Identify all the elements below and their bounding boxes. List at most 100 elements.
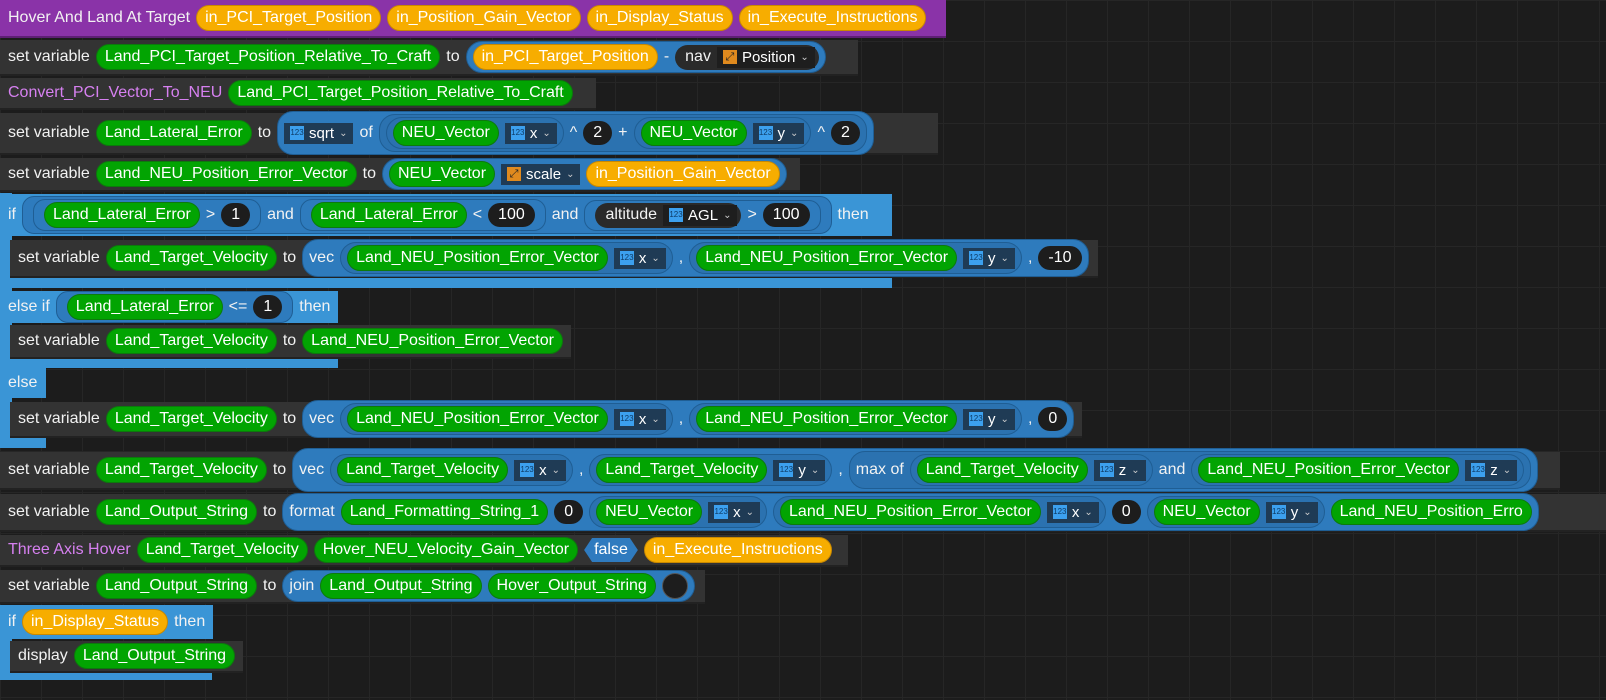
number-literal[interactable]: 100	[488, 203, 535, 227]
dropdown[interactable]: 123 x ⌄	[504, 122, 557, 144]
statement-block[interactable]: set variable Land_Lateral_Error to 123 sqrt ⌄…	[0, 111, 938, 155]
dropdown[interactable]: 123 AGL ⌄	[663, 204, 738, 226]
control-block[interactable]: if Land_Lateral_Error >1 and Land_Lateral_Er…	[0, 194, 892, 236]
number-literal[interactable]: 0	[554, 500, 584, 524]
variable-pill[interactable]: Land_Lateral_Error	[66, 294, 223, 320]
dropdown[interactable]: 123 y ⌄	[773, 459, 826, 481]
expression-block[interactable]: vec Land_NEU_Position_Error_Vector 123 x ⌄, L…	[302, 239, 1089, 277]
variable-pill[interactable]: Land_Target_Velocity	[596, 457, 768, 483]
variable-pill[interactable]: Hover_NEU_Velocity_Gain_Vector	[313, 537, 579, 563]
variable-pill[interactable]: Land_Target_Velocity	[105, 328, 277, 354]
property-block[interactable]: altitude 123 AGL ⌄	[595, 202, 742, 228]
number-literal[interactable]: -10	[1038, 246, 1082, 270]
variable-pill[interactable]: Land_NEU_Position_Error_Vector	[696, 406, 958, 432]
variable-pill[interactable]: Land_Target_Velocity	[916, 457, 1088, 483]
expression-block[interactable]: format Land_Formatting_String_1 0 NEU_Vecto…	[282, 493, 1539, 531]
control-block[interactable]: if in_Display_Status then	[0, 605, 214, 639]
expression-block[interactable]: Land_NEU_Position_Error_Vector 123 x ⌄	[340, 403, 673, 435]
condition-block[interactable]: altitude 123 AGL ⌄ >100	[584, 199, 821, 231]
parameter-pill[interactable]: in_Execute_Instructions	[738, 5, 927, 31]
expression-block[interactable]: in_PCI_Target_Position - nav ⤢ Position ⌄	[465, 41, 826, 73]
variable-pill[interactable]: Land_NEU_Position_Error_Vector	[696, 245, 958, 271]
parameter-pill[interactable]: in_PCI_Target_Position	[196, 5, 382, 31]
dropdown[interactable]: 123 y ⌄	[1265, 501, 1318, 523]
parameter-pill[interactable]: in_PCI_Target_Position	[472, 44, 658, 70]
dropdown[interactable]: ⤢ scale ⌄	[501, 163, 581, 185]
statement-block[interactable]: set variable Land_NEU_Position_Error_Vect…	[0, 158, 800, 192]
parameter-pill[interactable]: in_Display_Status	[586, 5, 733, 31]
variable-pill[interactable]: Land_PCI_Target_Position_Relative_To_Cra…	[95, 44, 441, 70]
variable-pill[interactable]: Land_NEU_Position_Error_Vector	[347, 245, 608, 271]
variable-pill[interactable]: Land_Output_String	[320, 573, 482, 599]
statement-block[interactable]: Three Axis Hover Land_Target_Velocity Hove…	[0, 535, 848, 567]
variable-pill[interactable]: NEU_Vector	[640, 120, 747, 146]
dropdown[interactable]: 123 x ⌄	[613, 247, 666, 269]
expression-block[interactable]: NEU_Vector ⤢ scale ⌄ in_Position_Gain_Vector	[381, 158, 787, 190]
statement-block[interactable]: set variable Land_Output_String to join Land…	[0, 570, 705, 604]
expression-block[interactable]: Land_Target_Velocity 123 z ⌄	[909, 454, 1153, 486]
number-literal[interactable]: 0	[1038, 407, 1068, 431]
parameter-pill[interactable]: in_Position_Gain_Vector	[586, 161, 780, 187]
statement-block[interactable]: set variable Land_PCI_Target_Position_Rel…	[0, 40, 858, 76]
expression-block[interactable]: Land_NEU_Position_Error_Vector 123 x ⌄	[340, 242, 673, 274]
statement-block[interactable]: set variable Land_Output_String to format La…	[0, 493, 1606, 532]
expression-block[interactable]: Land_NEU_Position_Error_Vector 123 y ⌄	[689, 403, 1022, 435]
variable-pill[interactable]: Land_NEU_Position_Error_Vector	[347, 406, 608, 432]
number-literal[interactable]: 100	[762, 203, 810, 227]
variable-pill[interactable]: Land_NEU_Position_Error_Vector	[780, 499, 1041, 525]
variable-pill[interactable]: NEU_Vector	[392, 120, 499, 146]
statement-block[interactable]: Convert_PCI_Vector_To_NEU Land_PCI_Target…	[0, 78, 596, 110]
condition-block[interactable]: Land_Lateral_Error >1	[33, 199, 262, 231]
variable-pill[interactable]: Land_Lateral_Error	[310, 202, 467, 228]
empty-slot[interactable]	[661, 573, 688, 599]
event-block[interactable]: Hover And Land At Target in_PCI_Target_Po…	[0, 0, 946, 38]
condition-block[interactable]: Land_Lateral_Error >1 and Land_Lateral_Erro…	[22, 196, 832, 234]
expression-block[interactable]: NEU_Vector 123 y ⌄	[633, 117, 812, 149]
dropdown[interactable]: 123 x ⌄	[613, 408, 666, 430]
expression-block[interactable]: Land_Target_Velocity 123 y ⌄	[589, 454, 833, 486]
expression-block[interactable]: Land_NEU_Position_Error_Vector 123 z ⌄	[1191, 454, 1525, 486]
statement-block[interactable]: display Land_Output_String	[10, 641, 244, 673]
parameter-pill[interactable]: in_Position_Gain_Vector	[387, 5, 581, 31]
variable-pill[interactable]: Land_Target_Velocity	[95, 457, 267, 483]
variable-pill[interactable]: Hover_Output_String	[487, 573, 656, 599]
number-literal[interactable]: 2	[830, 121, 860, 145]
statement-block[interactable]: set variable Land_Target_Velocity to vec Lan…	[10, 400, 1083, 438]
parameter-pill[interactable]: in_Execute_Instructions	[643, 537, 832, 563]
variable-pill[interactable]: Land_Lateral_Error	[95, 120, 252, 146]
expression-block[interactable]: NEU_Vector 123 x ⌄	[589, 496, 768, 528]
variable-pill[interactable]: NEU_Vector	[596, 499, 703, 525]
variable-pill[interactable]: NEU_Vector	[1153, 499, 1260, 525]
condition-block[interactable]: Land_Lateral_Error <= 1	[55, 291, 294, 323]
expression-block[interactable]: vec Land_Target_Velocity 123 x ⌄, Land_Target…	[292, 448, 1539, 492]
dropdown[interactable]: 123 y ⌄	[963, 247, 1015, 269]
expression-block[interactable]: join Land_Output_String Hover_Output_Strin…	[282, 570, 695, 602]
variable-pill[interactable]: Land_Lateral_Error	[44, 202, 200, 228]
dropdown[interactable]: 123 x ⌄	[708, 501, 761, 523]
variable-pill[interactable]: Land_Output_String	[95, 499, 258, 525]
expression-block[interactable]: NEU_Vector 123 y ⌄	[1146, 496, 1325, 528]
control-block[interactable]: else	[0, 368, 46, 398]
variable-pill[interactable]: Land_Formatting_String_1	[340, 499, 549, 525]
dropdown[interactable]: 123 y ⌄	[963, 408, 1015, 430]
dropdown[interactable]: 123 y ⌄	[752, 122, 805, 144]
dropdown[interactable]: 123 sqrt ⌄	[284, 122, 354, 144]
parameter-pill[interactable]: in_Display_Status	[22, 609, 169, 635]
expression-block[interactable]: NEU_Vector 123 x ⌄ ^ 2 + NEU_Vector 123 y ⌄ ^ 2	[378, 114, 867, 152]
variable-pill[interactable]: Land_Target_Velocity	[105, 406, 277, 432]
statement-block[interactable]: set variable Land_Target_Velocity to vec Lan…	[10, 239, 1098, 278]
variable-pill[interactable]: Land_Target_Velocity	[105, 245, 277, 271]
statement-block[interactable]: set variable Land_Target_Velocity to vec Lan…	[0, 448, 1560, 492]
variable-pill[interactable]: Land_Output_String	[73, 643, 236, 669]
dropdown[interactable]: 123 z ⌄	[1465, 459, 1518, 481]
expression-block[interactable]: Land_NEU_Position_Error_Vector 123 y ⌄	[689, 242, 1022, 274]
expression-block[interactable]: Land_NEU_Position_Error_Vector 123 x ⌄	[773, 496, 1106, 528]
condition-block[interactable]: Land_Lateral_Error <100	[299, 199, 546, 231]
number-literal[interactable]: 1	[253, 295, 283, 319]
expression-block[interactable]: NEU_Vector 123 x ⌄	[385, 117, 564, 149]
statement-block[interactable]: set variable Land_Target_Velocity to Land_N…	[10, 325, 571, 359]
number-literal[interactable]: 0	[1111, 500, 1141, 524]
expression-block[interactable]: vec Land_NEU_Position_Error_Vector 123 x ⌄, L…	[302, 400, 1075, 438]
number-literal[interactable]: 1	[221, 203, 251, 227]
variable-pill[interactable]: Land_PCI_Target_Position_Relative_To_Cra…	[228, 80, 573, 106]
